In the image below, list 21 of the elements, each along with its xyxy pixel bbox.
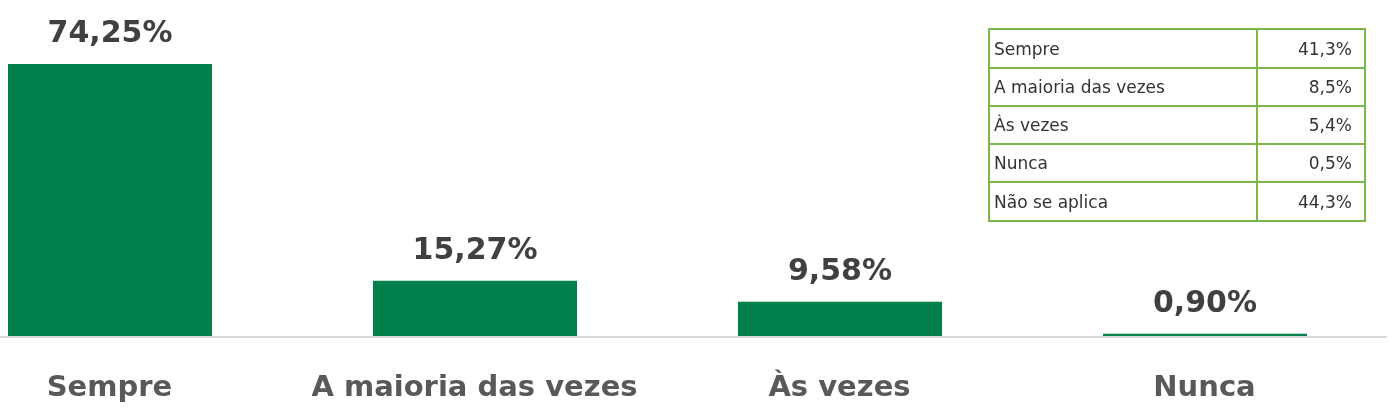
category-label: Às vezes [990, 106, 1257, 144]
data-label: 15,27% [412, 230, 538, 266]
category-label: Nunca [990, 144, 1257, 182]
text: 44,3% [1297, 191, 1352, 212]
text: 5,4% [1308, 115, 1352, 135]
data-label: 0,90% [1152, 283, 1258, 319]
category-label: Sempre [990, 30, 1257, 68]
x-tick-label: Às vezes [768, 368, 911, 403]
category-label: Não se aplica [990, 182, 1257, 220]
bar [738, 301, 942, 337]
x-tick-label: Nunca [1153, 368, 1256, 403]
text: 0,5% [1308, 153, 1352, 173]
data-label: 74,25% [47, 14, 173, 49]
bar [373, 280, 577, 337]
text: 8,5% [1308, 77, 1352, 97]
x-tick-label: Sempre [46, 368, 173, 403]
text: 41,3% [1297, 38, 1352, 59]
x-tick-label: A maioria das vezes [311, 368, 638, 403]
data-label: 9,58% [787, 251, 893, 287]
category-label: A maioria das vezes [990, 68, 1257, 106]
bar [8, 64, 212, 337]
